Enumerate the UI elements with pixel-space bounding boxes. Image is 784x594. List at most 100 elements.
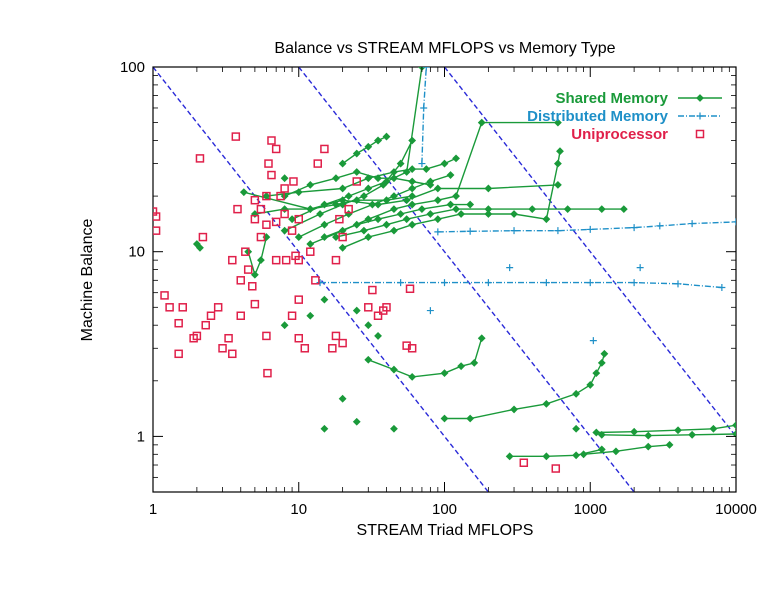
data-point (373, 311, 383, 321)
data-point (331, 331, 341, 341)
data-point (636, 264, 644, 272)
data-point (281, 255, 291, 265)
data-point (320, 295, 329, 304)
data-point (402, 196, 411, 205)
data-point (267, 136, 276, 145)
data-point (396, 210, 405, 218)
data-point (426, 307, 434, 315)
data-point (470, 358, 479, 367)
data-point (338, 394, 347, 403)
data-point (433, 196, 442, 205)
data-point (506, 264, 514, 272)
data-point (452, 154, 460, 163)
data-point (630, 279, 638, 287)
x-axis-title: STREAM Triad MFLOPS (357, 522, 534, 539)
data-point (382, 132, 391, 141)
data-point (364, 142, 373, 151)
data-point (665, 440, 674, 449)
data-point (338, 338, 347, 348)
x-tick-label: 1 (149, 501, 157, 518)
data-point (316, 210, 324, 218)
data-point (402, 341, 411, 350)
y-axis-title: Machine Balance (79, 219, 96, 342)
reference-line-2 (298, 67, 635, 492)
data-point (374, 174, 382, 183)
series-uniprocessor (153, 132, 561, 473)
data-point (554, 227, 562, 235)
data-point (311, 276, 320, 285)
data-point (338, 243, 347, 252)
data-point (294, 214, 303, 224)
data-point (390, 424, 398, 433)
data-point (364, 355, 373, 364)
data-point (213, 303, 223, 312)
data-point (306, 205, 315, 214)
data-point (352, 149, 361, 158)
data-point (732, 430, 736, 438)
data-point (364, 321, 373, 330)
data-point (160, 291, 169, 300)
data-point (597, 358, 606, 367)
y-tick-label: 1 (137, 428, 145, 445)
data-point (382, 220, 391, 229)
data-point (267, 170, 276, 180)
data-point (250, 299, 260, 309)
data-point (257, 256, 265, 265)
data-point (426, 180, 435, 189)
data-point (572, 424, 581, 433)
data-point (446, 200, 455, 209)
data-point (368, 200, 377, 209)
data-point (619, 205, 628, 214)
data-point (382, 196, 391, 205)
data-point (250, 270, 259, 279)
data-point (586, 225, 594, 233)
series-shared-memory (192, 67, 736, 461)
data-point (174, 318, 183, 328)
data-point (364, 233, 373, 241)
data-point (542, 215, 551, 224)
data-point (360, 226, 368, 235)
data-point (241, 247, 250, 256)
data-point (328, 344, 337, 353)
data-point (236, 276, 246, 285)
data-point (262, 191, 271, 201)
data-point (505, 452, 514, 461)
data-point (236, 311, 246, 321)
data-point (153, 212, 161, 221)
data-point (280, 321, 289, 330)
data-point (280, 226, 289, 235)
data-point (484, 279, 492, 287)
data-point (528, 205, 537, 214)
data-point (294, 295, 303, 304)
data-point (408, 184, 417, 193)
data-point (510, 210, 518, 218)
data-point (313, 159, 322, 168)
data-point (408, 200, 417, 209)
data-point (231, 132, 241, 141)
reference-line-1 (153, 67, 489, 492)
data-point (239, 188, 248, 197)
data-point (243, 265, 253, 274)
data-point (457, 362, 466, 371)
data-point (374, 136, 382, 145)
data-point (294, 255, 303, 265)
data-point (405, 284, 415, 294)
data-point (335, 214, 344, 224)
data-point (250, 195, 260, 205)
data-point (732, 421, 736, 430)
data-point (271, 144, 281, 154)
data-point (256, 204, 266, 214)
data-point (294, 233, 303, 241)
data-point (364, 303, 373, 312)
legend-marker (696, 94, 704, 102)
data-point (402, 168, 411, 176)
x-tick-label: 100 (432, 501, 457, 518)
data-point (374, 215, 382, 224)
data-point (542, 279, 550, 287)
data-point (418, 160, 426, 168)
data-point (262, 220, 271, 229)
data-point (320, 220, 329, 229)
data-point (338, 232, 347, 242)
data-point (271, 255, 281, 265)
